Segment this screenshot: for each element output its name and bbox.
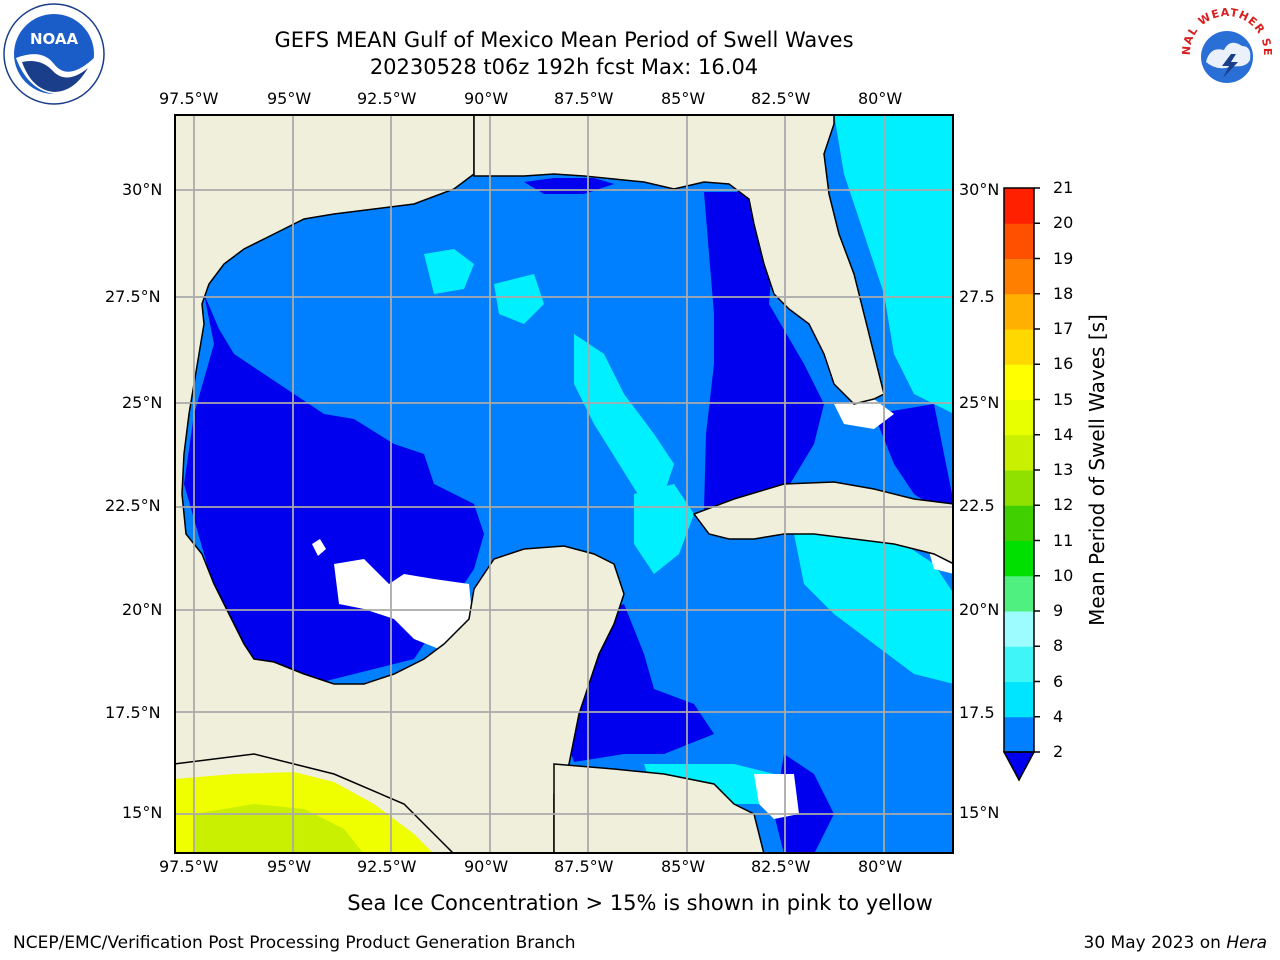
lat-label-right: 30°N [959, 180, 1000, 199]
lon-label-top: 85°W [661, 89, 706, 108]
colorbar-tick-label: 6 [1053, 671, 1064, 691]
lon-label-top: 95°W [267, 89, 312, 108]
colorbar-tick-label: 18 [1053, 283, 1074, 303]
lon-label-bottom: 87.5°W [554, 857, 614, 876]
lat-label-left: 17.5°N [105, 703, 161, 722]
no-data-caribbean [754, 774, 799, 819]
lat-label-left: 15°N [122, 803, 163, 822]
colorbar-segment [1004, 293, 1034, 330]
colorbar-segment [1004, 611, 1034, 647]
colorbar-tick-label: 12 [1053, 495, 1074, 515]
nws-logo: NATIONAL WEATHER SERVICE [1176, 2, 1275, 101]
land-honduras [553, 763, 765, 854]
noaa-logo: NOAA [3, 3, 105, 105]
colorbar-tick-label: 11 [1053, 530, 1074, 550]
colorbar-segment [1004, 540, 1034, 577]
colorbar-segment [1004, 646, 1034, 682]
colorbar-tick-label: 17 [1053, 319, 1074, 338]
colorbar-tick-label: 13 [1053, 460, 1074, 479]
colorbar-extend-arrow [1002, 751, 1036, 782]
lon-label-top: 80°W [858, 89, 903, 108]
lon-label-top: 92.5°W [357, 89, 417, 108]
lon-label-bottom: 80°W [858, 857, 903, 876]
footer-credit: NCEP/EMC/Verification Post Processing Pr… [13, 933, 576, 953]
colorbar-segment [1004, 223, 1034, 259]
footer-host: Hera [1226, 933, 1267, 953]
colorbar-segment [1004, 716, 1034, 753]
lon-label-bottom: 95°W [267, 857, 312, 876]
swell-period-4-6s-florida [834, 114, 954, 414]
lat-label-right: 25°N [959, 393, 1000, 412]
swell-period-2-4s-east [704, 192, 824, 509]
lon-label-top: 90°W [464, 89, 509, 108]
lon-label-bottom: 97.5°W [159, 857, 219, 876]
noaa-logo-text: NOAA [30, 30, 79, 48]
swell-period-4-6s-central [574, 334, 674, 504]
lat-label-left: 25°N [122, 393, 163, 412]
land-us-gulf-coast [473, 114, 885, 405]
colorbar-segment [1004, 399, 1034, 436]
lon-label-top: 82.5°W [751, 89, 811, 108]
swell-period-2-4s-straits [874, 404, 954, 514]
lat-label-left: 30°N [122, 180, 163, 199]
colorbar-tick-label: 19 [1053, 248, 1074, 268]
colorbar-tick-label: 9 [1053, 601, 1064, 620]
colorbar-segment [1004, 575, 1034, 612]
lat-label-left: 27.5°N [105, 287, 161, 306]
chart-title: GEFS MEAN Gulf of Mexico Mean Period of … [274, 28, 854, 52]
colorbar-segment [1004, 364, 1034, 400]
lat-label-right: 27.5 [959, 287, 995, 306]
colorbar-segment [1004, 258, 1034, 295]
colorbar-segment [1004, 329, 1034, 365]
no-data-bay-of-campeche [334, 559, 474, 649]
colorbar-segment [1004, 470, 1034, 506]
lat-label-right: 17.5 [959, 703, 995, 722]
swell-period-4-6s-north-patch [494, 274, 544, 324]
gulf-map [174, 114, 954, 854]
colorbar-segment [1004, 505, 1034, 541]
lon-label-top: 97.5°W [159, 89, 219, 108]
no-data-islet [312, 539, 326, 556]
colorbar-segment [1004, 681, 1034, 718]
map-gridlines [174, 114, 954, 854]
map-frame [174, 114, 954, 854]
lat-label-right: 15°N [959, 803, 1000, 822]
colorbar-tick-label: 21 [1053, 178, 1074, 197]
colorbar-tick-label: 16 [1053, 354, 1074, 374]
ice-note-text: Sea Ice Concentration > 15% is shown in … [347, 891, 933, 915]
ice-note: Sea Ice Concentration > 15% is shown in … [0, 891, 1280, 915]
lon-label-bottom: 90°W [464, 857, 509, 876]
lon-label-top: 87.5°W [554, 89, 614, 108]
colorbar-frame [1003, 187, 1035, 753]
lat-label-right: 20°N [959, 600, 1000, 619]
footer-date-text: 30 May 2023 on [1083, 933, 1227, 953]
swell-period-4-6s-caribbean [794, 524, 954, 684]
lat-label-left: 22.5°N [105, 496, 161, 515]
land-mexico-texas-west [174, 114, 625, 854]
lon-label-bottom: 92.5°W [357, 857, 417, 876]
colorbar-segment [1004, 434, 1034, 471]
no-data-florida-keys [834, 399, 894, 429]
ice-concentration-green [194, 804, 364, 854]
colorbar-tick-label: 10 [1053, 565, 1074, 585]
land-cuba [692, 481, 954, 565]
colorbar-tick-label: 15 [1053, 389, 1074, 409]
colorbar-label: Mean Period of Swell Waves [s] [1085, 314, 1109, 626]
footer-date: 30 May 2023 on Hera [1084, 933, 1268, 953]
colorbar-tick-label: 14 [1053, 424, 1074, 444]
lon-label-bottom: 82.5°W [751, 857, 811, 876]
lat-label-left: 20°N [122, 600, 163, 619]
colorbar-tick-label: 8 [1053, 636, 1064, 656]
chart-subtitle: 20230528 t06z 192h fcst Max: 16.04 [369, 55, 759, 79]
colorbar [1002, 187, 1040, 782]
lat-label-right: 22.5 [959, 496, 995, 515]
colorbar-segment [1004, 188, 1034, 224]
colorbar-tick-label: 4 [1053, 706, 1064, 726]
lon-label-bottom: 85°W [661, 857, 706, 876]
colorbar-tick-label: 2 [1053, 742, 1064, 761]
colorbar-tick-label: 20 [1053, 213, 1074, 233]
swell-period-4-6s-west-patch [424, 249, 474, 294]
